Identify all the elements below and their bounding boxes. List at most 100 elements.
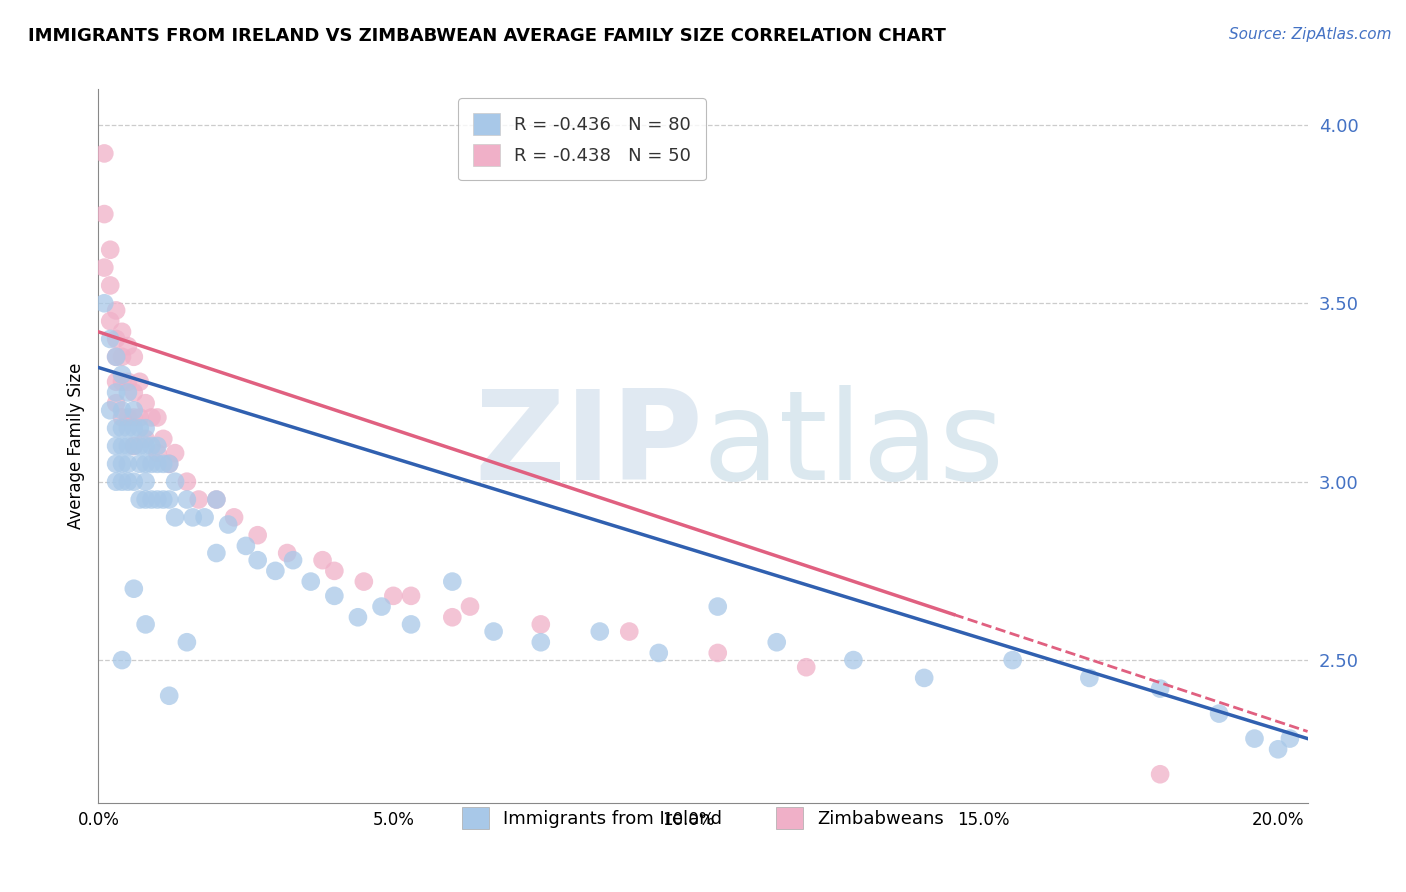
Point bbox=[176, 475, 198, 489]
Point bbox=[105, 457, 128, 471]
Point bbox=[105, 421, 128, 435]
Point bbox=[146, 410, 169, 425]
Point bbox=[105, 332, 128, 346]
Point bbox=[146, 446, 169, 460]
Point bbox=[157, 457, 180, 471]
Point bbox=[222, 510, 245, 524]
Point bbox=[111, 457, 134, 471]
Point bbox=[176, 635, 198, 649]
Point bbox=[912, 671, 935, 685]
Point bbox=[1278, 731, 1301, 746]
Point bbox=[141, 410, 163, 425]
Point bbox=[128, 421, 150, 435]
Point bbox=[706, 646, 728, 660]
Point bbox=[1267, 742, 1289, 756]
Point bbox=[648, 646, 671, 660]
Point bbox=[135, 492, 157, 507]
Point bbox=[111, 475, 134, 489]
Point bbox=[370, 599, 392, 614]
Point bbox=[311, 553, 333, 567]
Point bbox=[111, 403, 134, 417]
Point bbox=[842, 653, 865, 667]
Point bbox=[152, 432, 174, 446]
Point bbox=[111, 439, 134, 453]
Point bbox=[323, 564, 346, 578]
Point bbox=[128, 457, 150, 471]
Point bbox=[157, 492, 180, 507]
Point bbox=[281, 553, 304, 567]
Point bbox=[111, 368, 134, 382]
Y-axis label: Average Family Size: Average Family Size bbox=[66, 363, 84, 529]
Point bbox=[276, 546, 298, 560]
Point bbox=[117, 385, 139, 400]
Point bbox=[117, 410, 139, 425]
Point bbox=[706, 599, 728, 614]
Point bbox=[1243, 731, 1265, 746]
Point bbox=[194, 510, 217, 524]
Point bbox=[181, 510, 204, 524]
Point bbox=[122, 385, 145, 400]
Point bbox=[105, 385, 128, 400]
Point bbox=[619, 624, 641, 639]
Point bbox=[299, 574, 322, 589]
Point bbox=[146, 492, 169, 507]
Point bbox=[111, 375, 134, 389]
Point bbox=[152, 492, 174, 507]
Point bbox=[122, 403, 145, 417]
Point bbox=[122, 475, 145, 489]
Point bbox=[117, 339, 139, 353]
Point bbox=[111, 325, 134, 339]
Point bbox=[93, 146, 115, 161]
Point bbox=[323, 589, 346, 603]
Point bbox=[187, 492, 209, 507]
Point bbox=[98, 278, 121, 293]
Point bbox=[122, 410, 145, 425]
Point bbox=[1149, 767, 1171, 781]
Point bbox=[157, 689, 180, 703]
Point bbox=[105, 303, 128, 318]
Point bbox=[482, 624, 505, 639]
Point bbox=[246, 553, 269, 567]
Point bbox=[117, 439, 139, 453]
Point bbox=[135, 439, 157, 453]
Point bbox=[135, 617, 157, 632]
Text: IMMIGRANTS FROM IRELAND VS ZIMBABWEAN AVERAGE FAMILY SIZE CORRELATION CHART: IMMIGRANTS FROM IRELAND VS ZIMBABWEAN AV… bbox=[28, 27, 946, 45]
Point bbox=[205, 546, 228, 560]
Point bbox=[135, 457, 157, 471]
Point bbox=[98, 403, 121, 417]
Point bbox=[105, 439, 128, 453]
Point bbox=[135, 475, 157, 489]
Point bbox=[589, 624, 612, 639]
Point bbox=[1208, 706, 1230, 721]
Point bbox=[141, 439, 163, 453]
Point bbox=[117, 375, 139, 389]
Legend: Immigrants from Ireland, Zimbabweans: Immigrants from Ireland, Zimbabweans bbox=[454, 800, 952, 837]
Point bbox=[135, 396, 157, 410]
Point bbox=[399, 617, 422, 632]
Point bbox=[128, 410, 150, 425]
Point bbox=[382, 589, 405, 603]
Point bbox=[93, 207, 115, 221]
Text: Source: ZipAtlas.com: Source: ZipAtlas.com bbox=[1229, 27, 1392, 42]
Point bbox=[135, 432, 157, 446]
Point bbox=[458, 599, 481, 614]
Point bbox=[105, 375, 128, 389]
Point bbox=[98, 314, 121, 328]
Point bbox=[111, 410, 134, 425]
Point bbox=[98, 332, 121, 346]
Point bbox=[530, 617, 553, 632]
Point bbox=[1149, 681, 1171, 696]
Point bbox=[530, 635, 553, 649]
Point bbox=[235, 539, 257, 553]
Point bbox=[353, 574, 375, 589]
Point bbox=[105, 396, 128, 410]
Point bbox=[165, 510, 187, 524]
Point bbox=[441, 574, 464, 589]
Point bbox=[441, 610, 464, 624]
Point bbox=[111, 653, 134, 667]
Point bbox=[98, 243, 121, 257]
Point bbox=[157, 457, 180, 471]
Text: atlas: atlas bbox=[703, 385, 1005, 507]
Point bbox=[122, 439, 145, 453]
Point bbox=[111, 421, 134, 435]
